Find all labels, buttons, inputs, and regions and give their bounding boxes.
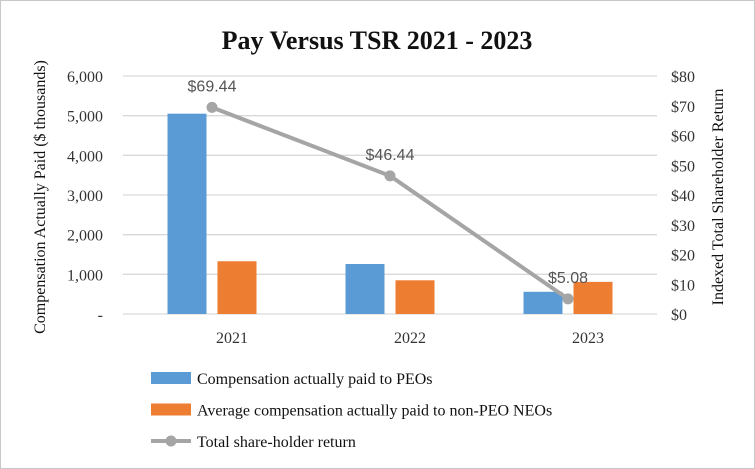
legend-swatch-marker [165, 435, 177, 447]
y-right-tick-label: $30 [671, 218, 695, 235]
tsr-data-label: $46.44 [366, 147, 415, 164]
tsr-point [562, 293, 574, 305]
legend-label: Total share-holder return [197, 434, 356, 451]
y-tick-label: 6,000 [67, 69, 103, 86]
y-tick-label: 2,000 [67, 228, 103, 245]
y-tick-label: 1,000 [67, 267, 103, 284]
legend-label: Compensation actually paid to PEOs [197, 371, 433, 388]
y-tick-label: - [98, 307, 103, 324]
x-tick-label: 2022 [394, 330, 426, 347]
bar-non-peo-neo-2022 [395, 280, 435, 314]
tsr-point [206, 101, 218, 113]
y-axis-label: Compensation Actually Paid ($ thousands) [32, 60, 49, 334]
y-right-tick-label: $10 [671, 277, 695, 294]
y-right-tick-label: $60 [671, 129, 695, 146]
bar-peo-2023 [523, 291, 563, 314]
y-right-tick-label: $70 [671, 99, 695, 116]
legend-label: Average compensation actually paid to no… [197, 403, 552, 420]
y-tick-label: 3,000 [67, 188, 103, 205]
tsr-point [384, 170, 396, 182]
y-right-tick-label: $0 [671, 307, 687, 324]
y-right-axis-label: Indexed Total Shareholder Return [710, 89, 727, 306]
bar-peo-2021 [167, 113, 207, 314]
y-right-tick-label: $40 [671, 188, 695, 205]
bar-non-peo-neo-2023 [573, 281, 613, 314]
x-tick-label: 2021 [216, 330, 248, 347]
y-right-tick-label: $80 [671, 69, 695, 86]
tsr-line [211, 105, 570, 301]
tsr-data-label: $5.08 [548, 270, 588, 287]
y-tick-label: 5,000 [67, 109, 103, 126]
y-right-tick-label: $20 [671, 248, 695, 265]
chart-title: Pay Versus TSR 2021 - 2023 [222, 26, 533, 55]
bar-non-peo-neo-2021 [217, 261, 257, 314]
x-tick-label: 2023 [572, 330, 604, 347]
legend-swatch [151, 403, 191, 416]
y-right-tick-label: $50 [671, 158, 695, 175]
bar-peo-2022 [345, 264, 385, 314]
tsr-data-label: $69.44 [188, 78, 237, 95]
legend-swatch [151, 372, 191, 384]
y-tick-label: 4,000 [67, 148, 103, 165]
